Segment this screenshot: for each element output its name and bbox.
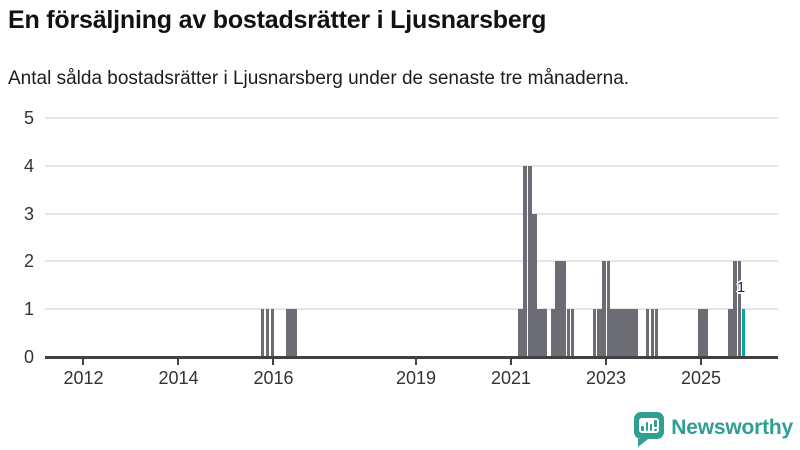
logo-mini-bar (649, 424, 653, 431)
bar (592, 309, 596, 356)
y-gridline (45, 164, 778, 167)
x-axis-tick-label: 2025 (681, 368, 722, 388)
bar (528, 165, 533, 356)
x-axis-tick-label: 2019 (395, 368, 437, 388)
y-axis-tick-label: 0 (23, 347, 34, 367)
logo-exclamation-dot (654, 428, 658, 431)
chart-subtitle: Antal sålda bostadsrätter i Ljusnarsberg… (8, 68, 630, 89)
bar (518, 309, 524, 356)
y-axis-tick-label: 5 (23, 108, 34, 128)
bar (286, 309, 298, 356)
x-axis-line (45, 356, 778, 359)
bar (733, 261, 737, 356)
bar (551, 309, 556, 356)
x-axis-tick-mark (605, 359, 608, 365)
bar (597, 309, 603, 356)
bar (650, 309, 654, 356)
bar (537, 309, 548, 356)
bar (701, 309, 709, 356)
newsworthy-bar-chart-bubble-icon (634, 412, 665, 447)
x-axis-tick-label: 2014 (158, 368, 199, 388)
bar (567, 309, 571, 356)
x-axis-tick-mark (272, 359, 275, 365)
bar (737, 261, 741, 356)
x-axis-tick-mark (177, 359, 180, 365)
bar (606, 261, 611, 356)
x-axis-tick-label: 2023 (586, 368, 627, 388)
logo-bubble-tail (638, 439, 649, 447)
bar (523, 165, 528, 356)
chart-title: En försäljning av bostadsrätter i Ljusna… (8, 6, 547, 34)
logo-mini-bar (641, 426, 644, 431)
x-axis-tick-mark (700, 359, 703, 365)
y-gridline (45, 212, 778, 215)
bar-value-label: 1 (736, 279, 746, 297)
x-axis-tick-label: 2016 (253, 368, 294, 388)
logo-mini-bar (645, 422, 648, 431)
x-axis-tick-mark (415, 359, 417, 365)
x-axis-tick-mark (82, 359, 85, 365)
x-axis-tick-label: 2012 (63, 368, 104, 388)
bar (728, 309, 733, 356)
bar (261, 309, 264, 356)
bar (265, 309, 270, 356)
y-gridline (45, 117, 778, 119)
bar (602, 261, 606, 356)
x-axis-tick-label: 2021 (490, 368, 532, 388)
bar (654, 309, 658, 356)
bar (646, 309, 650, 356)
bar (532, 213, 538, 356)
y-axis-tick-label: 1 (23, 299, 34, 320)
bar (570, 309, 574, 356)
logo-exclamation-icon (654, 420, 658, 431)
logo-exclamation-bar (654, 420, 658, 427)
bar (697, 309, 701, 356)
y-gridline (45, 308, 778, 311)
y-axis-tick-label: 2 (23, 251, 34, 272)
y-axis-tick-label: 4 (23, 155, 34, 176)
bar (610, 309, 639, 356)
newsworthy-wordmark: Newsworthy (671, 415, 793, 439)
y-gridline (45, 260, 778, 263)
y-axis-tick-label: 3 (23, 203, 34, 224)
bar (271, 309, 274, 356)
highlight-bar (741, 309, 746, 356)
newsworthy-logo: Newsworthy (634, 412, 793, 447)
logo-mini-chart (639, 418, 660, 433)
bar (555, 261, 567, 356)
x-axis-tick-mark (510, 359, 513, 365)
